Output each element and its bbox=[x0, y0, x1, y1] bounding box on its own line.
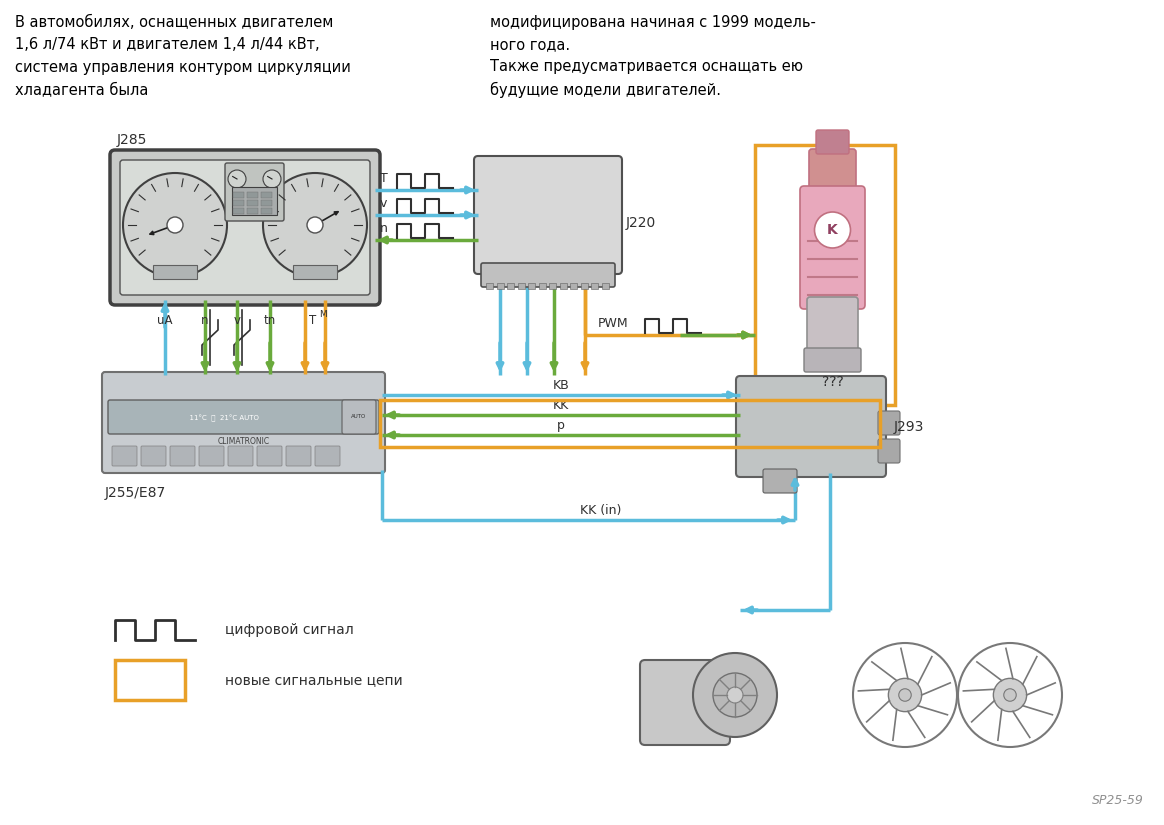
Bar bbox=[261, 208, 272, 214]
Text: CLIMATRONIC: CLIMATRONIC bbox=[218, 437, 270, 446]
Bar bbox=[261, 192, 272, 198]
Circle shape bbox=[815, 212, 851, 248]
Bar bbox=[560, 283, 567, 289]
Bar bbox=[487, 283, 494, 289]
FancyBboxPatch shape bbox=[809, 149, 856, 193]
Text: PWM: PWM bbox=[598, 317, 629, 330]
FancyBboxPatch shape bbox=[315, 446, 340, 466]
FancyBboxPatch shape bbox=[111, 150, 379, 305]
Bar bbox=[755, 145, 895, 405]
Bar bbox=[591, 283, 598, 289]
FancyBboxPatch shape bbox=[286, 446, 311, 466]
FancyBboxPatch shape bbox=[108, 400, 379, 434]
FancyBboxPatch shape bbox=[878, 439, 900, 463]
Text: T: T bbox=[310, 314, 317, 327]
Circle shape bbox=[307, 217, 322, 233]
Text: J293: J293 bbox=[894, 419, 924, 433]
Text: T: T bbox=[379, 172, 388, 185]
Text: новые сигнальные цепи: новые сигнальные цепи bbox=[225, 673, 403, 687]
Bar bbox=[152, 265, 197, 279]
FancyBboxPatch shape bbox=[736, 376, 886, 477]
Circle shape bbox=[728, 687, 743, 703]
Text: SP25-59: SP25-59 bbox=[1092, 794, 1144, 807]
Circle shape bbox=[123, 173, 227, 277]
Text: tn: tn bbox=[264, 314, 276, 327]
Bar bbox=[115, 660, 185, 700]
Circle shape bbox=[888, 678, 922, 712]
FancyBboxPatch shape bbox=[342, 400, 376, 434]
FancyBboxPatch shape bbox=[878, 411, 900, 435]
Bar bbox=[581, 283, 588, 289]
Text: J220: J220 bbox=[626, 215, 656, 229]
Bar bbox=[570, 283, 577, 289]
Text: KK: KK bbox=[553, 399, 569, 412]
FancyBboxPatch shape bbox=[257, 446, 282, 466]
Text: AUTO: AUTO bbox=[352, 414, 367, 419]
FancyBboxPatch shape bbox=[762, 469, 797, 493]
Text: uA: uA bbox=[157, 314, 172, 327]
Bar bbox=[602, 283, 609, 289]
Text: v: v bbox=[234, 314, 241, 327]
Bar bbox=[293, 265, 338, 279]
FancyBboxPatch shape bbox=[228, 446, 253, 466]
FancyBboxPatch shape bbox=[102, 372, 385, 473]
Text: ???: ??? bbox=[822, 375, 844, 389]
Text: модифицирована начиная с 1999 модель-
ного года.
Также предусматривается оснащат: модифицирована начиная с 1999 модель- но… bbox=[490, 15, 816, 98]
Bar bbox=[528, 283, 535, 289]
Bar bbox=[539, 283, 546, 289]
Bar bbox=[497, 283, 504, 289]
FancyBboxPatch shape bbox=[112, 446, 137, 466]
FancyBboxPatch shape bbox=[807, 297, 858, 358]
Text: В автомобилях, оснащенных двигателем
1,6 л/74 кВт и двигателем 1,4 л/44 кВт,
сис: В автомобилях, оснащенных двигателем 1,6… bbox=[15, 15, 350, 97]
Text: KB: KB bbox=[553, 379, 569, 392]
FancyBboxPatch shape bbox=[199, 446, 223, 466]
Bar bbox=[549, 283, 556, 289]
Text: v: v bbox=[379, 197, 388, 210]
Circle shape bbox=[993, 678, 1027, 712]
FancyBboxPatch shape bbox=[474, 156, 622, 274]
Text: цифровой сигнал: цифровой сигнал bbox=[225, 623, 354, 637]
Text: p: p bbox=[558, 419, 565, 432]
Text: J255/E87: J255/E87 bbox=[105, 486, 166, 500]
Bar bbox=[247, 200, 258, 206]
FancyBboxPatch shape bbox=[481, 263, 615, 287]
FancyBboxPatch shape bbox=[141, 446, 166, 466]
FancyBboxPatch shape bbox=[804, 348, 861, 372]
Circle shape bbox=[714, 673, 757, 717]
Bar bbox=[247, 208, 258, 214]
Bar bbox=[508, 283, 514, 289]
Bar bbox=[233, 200, 244, 206]
FancyBboxPatch shape bbox=[816, 130, 849, 154]
Circle shape bbox=[899, 689, 911, 701]
Bar bbox=[379, 400, 880, 447]
Text: M: M bbox=[319, 310, 327, 319]
Bar bbox=[233, 208, 244, 214]
Text: KK (in): KK (in) bbox=[581, 504, 622, 517]
FancyBboxPatch shape bbox=[120, 160, 370, 295]
Text: 11°C  🌀  21°C AUTO: 11°C 🌀 21°C AUTO bbox=[185, 414, 258, 422]
Text: K: K bbox=[828, 223, 838, 237]
FancyBboxPatch shape bbox=[640, 660, 730, 745]
FancyBboxPatch shape bbox=[225, 163, 284, 221]
Bar bbox=[518, 283, 525, 289]
Bar bbox=[233, 192, 244, 198]
Bar bbox=[247, 192, 258, 198]
Circle shape bbox=[263, 173, 367, 277]
Text: n: n bbox=[379, 222, 388, 235]
Circle shape bbox=[166, 217, 183, 233]
FancyBboxPatch shape bbox=[170, 446, 196, 466]
FancyBboxPatch shape bbox=[800, 186, 865, 309]
Bar bbox=[261, 200, 272, 206]
Circle shape bbox=[693, 653, 778, 737]
Text: n: n bbox=[201, 314, 208, 327]
Bar bbox=[232, 187, 277, 215]
Circle shape bbox=[1003, 689, 1016, 701]
Text: J285: J285 bbox=[118, 133, 148, 147]
Circle shape bbox=[228, 170, 246, 188]
Circle shape bbox=[263, 170, 281, 188]
